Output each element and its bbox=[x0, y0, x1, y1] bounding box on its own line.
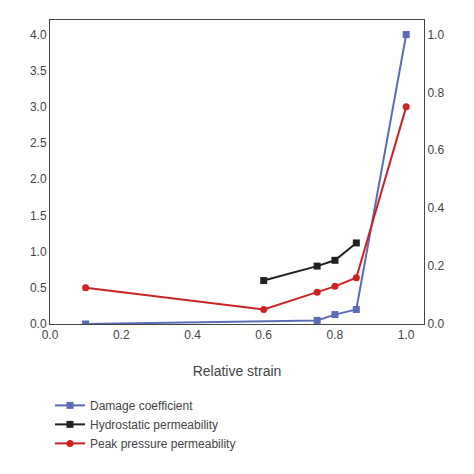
svg-text:0.2: 0.2 bbox=[113, 328, 130, 342]
svg-text:3.0: 3.0 bbox=[30, 100, 47, 114]
svg-text:0.6: 0.6 bbox=[427, 143, 444, 157]
svg-text:2.0: 2.0 bbox=[30, 172, 47, 186]
svg-text:0.6: 0.6 bbox=[255, 328, 272, 342]
svg-text:0.4: 0.4 bbox=[184, 328, 201, 342]
svg-text:2.5: 2.5 bbox=[30, 136, 47, 150]
svg-text:0.8: 0.8 bbox=[327, 328, 344, 342]
svg-text:1.5: 1.5 bbox=[30, 209, 47, 223]
svg-text:1.0: 1.0 bbox=[427, 28, 444, 42]
svg-text:0.0: 0.0 bbox=[30, 317, 47, 331]
svg-text:Hydrostatic permeability: Hydrostatic permeability bbox=[90, 418, 218, 432]
svg-text:0.0: 0.0 bbox=[427, 317, 444, 331]
svg-text:0.5: 0.5 bbox=[30, 281, 47, 295]
svg-text:3.5: 3.5 bbox=[30, 64, 47, 78]
svg-text:0.2: 0.2 bbox=[427, 259, 444, 273]
svg-text:0.8: 0.8 bbox=[427, 86, 444, 100]
svg-text:4.0: 4.0 bbox=[30, 28, 47, 42]
svg-text:0.4: 0.4 bbox=[427, 201, 444, 215]
svg-text:1.0: 1.0 bbox=[30, 245, 47, 259]
svg-text:1.0: 1.0 bbox=[398, 328, 415, 342]
svg-text:Peak pressure permeability: Peak pressure permeability bbox=[90, 437, 235, 451]
svg-text:Relative strain: Relative strain bbox=[193, 363, 282, 379]
svg-text:Damage coefficient: Damage coefficient bbox=[90, 399, 193, 413]
svg-text:0.0: 0.0 bbox=[42, 328, 59, 342]
